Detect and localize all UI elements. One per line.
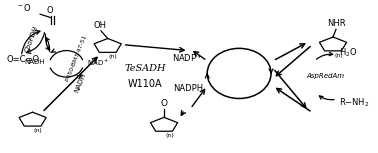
Text: (n): (n) [34, 128, 43, 133]
Text: R$-$NH$_2$: R$-$NH$_2$ [339, 97, 369, 109]
Text: AspRedAm: AspRedAm [307, 73, 345, 79]
Text: NADH: NADH [74, 72, 87, 94]
Text: NADPH: NADPH [174, 84, 203, 93]
Text: O: O [46, 6, 53, 15]
Text: (n): (n) [165, 133, 174, 138]
Text: NADH: NADH [24, 59, 45, 65]
Text: (n): (n) [109, 54, 118, 59]
Text: TeSADH: TeSADH [124, 65, 166, 73]
Text: NAD$^+$: NAD$^+$ [87, 57, 109, 67]
Text: NADP$^+$: NADP$^+$ [172, 52, 203, 64]
Text: W110A: W110A [128, 79, 163, 90]
Text: CboFDH: CboFDH [24, 24, 39, 53]
Text: $^-$O: $^-$O [16, 2, 32, 13]
Text: O: O [161, 99, 167, 108]
Text: (n): (n) [334, 53, 343, 58]
Text: H$_2$O: H$_2$O [339, 47, 357, 59]
Text: NHR: NHR [327, 19, 346, 28]
Text: O=C=O: O=C=O [6, 55, 39, 64]
Text: P450-BM3 47-51: P450-BM3 47-51 [65, 34, 88, 82]
Text: OH: OH [94, 21, 107, 30]
